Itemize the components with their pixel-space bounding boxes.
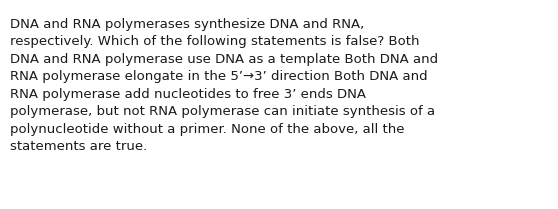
- Text: DNA and RNA polymerases synthesize DNA and RNA,
respectively. Which of the follo: DNA and RNA polymerases synthesize DNA a…: [10, 18, 438, 153]
